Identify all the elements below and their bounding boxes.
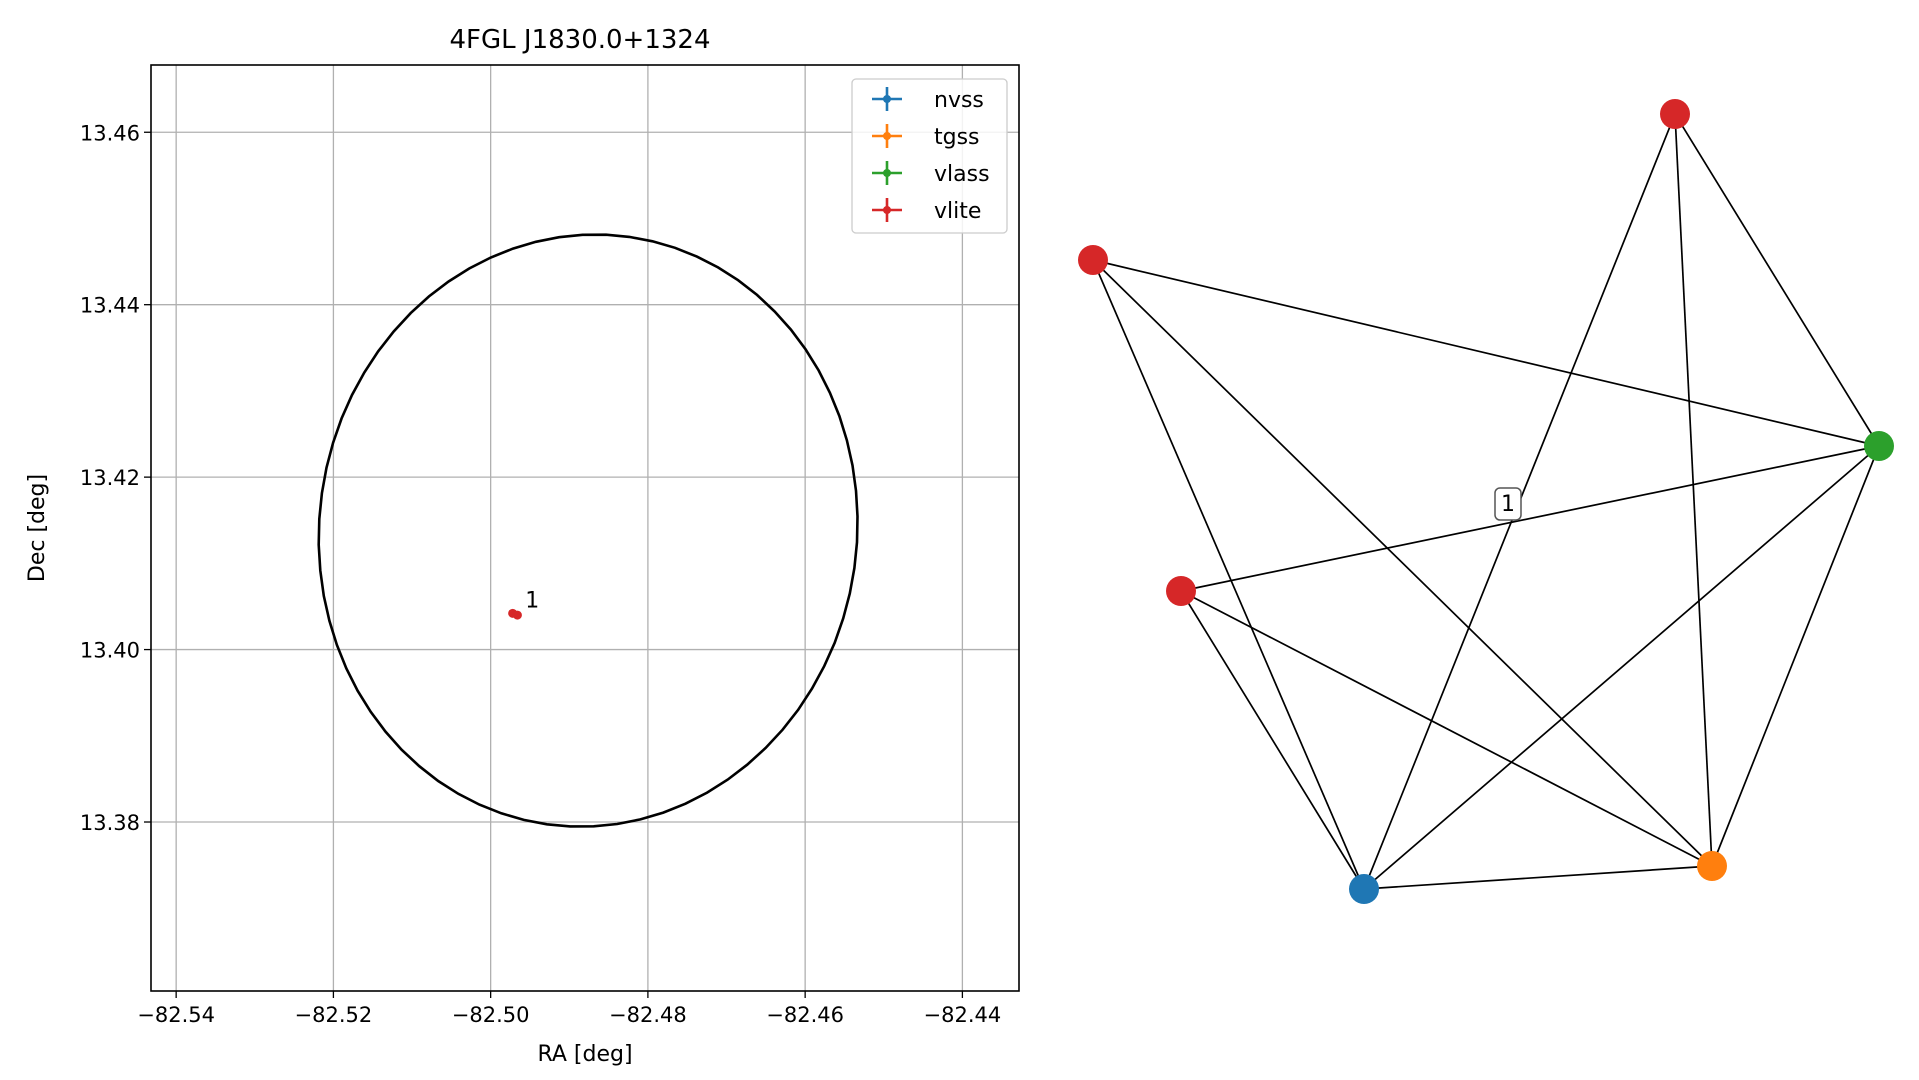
x-tick-label: −82.44 — [924, 1003, 1002, 1027]
x-axis-label: RA [deg] — [537, 1042, 632, 1067]
legend-item-vlite: vlite — [872, 198, 981, 224]
y-tick-label: 13.42 — [80, 466, 140, 490]
graph-edge — [1711, 445, 1880, 867]
legend-marker-dot — [883, 95, 891, 103]
x-axis-ticks: −82.54 −82.52 −82.50 −82.48 −82.46 −82.44 — [137, 991, 1001, 1027]
graph-edge — [1674, 113, 1880, 447]
legend-label: vlite — [934, 199, 981, 224]
error-ellipse-layer — [317, 233, 859, 828]
legend-box — [851, 78, 1008, 234]
x-tick-label: −82.52 — [295, 1003, 373, 1027]
plot-frame — [150, 64, 1020, 992]
graph-edge — [1674, 113, 1713, 867]
legend-label: tgss — [934, 125, 980, 150]
y-axis-ticks: 13.38 13.40 13.42 13.44 13.46 — [80, 121, 151, 835]
points-layer — [508, 608, 522, 620]
y-tick-label: 13.38 — [80, 811, 140, 835]
y-axis-label: Dec [deg] — [25, 474, 50, 582]
x-tick-label: −82.48 — [609, 1003, 687, 1027]
legend-item-nvss: nvss — [872, 87, 984, 113]
graph-edge — [1363, 445, 1880, 890]
legend: nvss tgss vlass vlite — [851, 78, 1008, 234]
graph-node-tgss — [1697, 851, 1727, 881]
graph-edge — [1180, 590, 1365, 890]
graph-edge — [1180, 590, 1713, 867]
graph-node-nvss — [1349, 874, 1379, 904]
graph-panel: 1 — [1078, 99, 1894, 904]
edge-label-text: 1 — [1501, 492, 1515, 517]
chart-title: 4FGL J1830.0+1324 — [450, 25, 711, 55]
graph-node-vlite — [1078, 245, 1108, 275]
legend-marker-dot — [883, 132, 891, 140]
graph-node-vlite — [1166, 576, 1196, 606]
legend-item-tgss: tgss — [872, 124, 980, 150]
edge-label: 1 — [1494, 487, 1522, 521]
legend-marker-dot — [883, 206, 891, 214]
graph-edge — [1092, 259, 1365, 890]
data-point-vlite — [512, 610, 522, 620]
annotation-layer: 1 — [525, 588, 539, 613]
graph-edge — [1180, 445, 1880, 592]
graph-edge — [1092, 259, 1713, 867]
x-tick-label: −82.54 — [137, 1003, 215, 1027]
legend-label: vlass — [934, 162, 990, 187]
graph-node-vlass — [1864, 431, 1894, 461]
edge-label-box — [1494, 487, 1522, 521]
error-ellipse — [317, 233, 859, 828]
legend-marker-dot — [883, 169, 891, 177]
graph-node-vlite — [1660, 99, 1690, 129]
y-tick-label: 13.44 — [80, 294, 140, 318]
x-tick-label: −82.50 — [452, 1003, 530, 1027]
graph-nodes — [1078, 99, 1894, 904]
graph-edges — [1092, 113, 1880, 890]
graph-edge — [1363, 865, 1713, 890]
point-annotation: 1 — [525, 588, 539, 613]
legend-items: nvss tgss vlass vlite — [872, 87, 990, 224]
legend-item-vlass: vlass — [872, 161, 990, 187]
x-tick-label: −82.46 — [766, 1003, 844, 1027]
graph-edge — [1092, 259, 1880, 447]
legend-label: nvss — [934, 88, 984, 113]
y-tick-label: 13.46 — [80, 121, 140, 145]
y-tick-label: 13.40 — [80, 639, 140, 663]
